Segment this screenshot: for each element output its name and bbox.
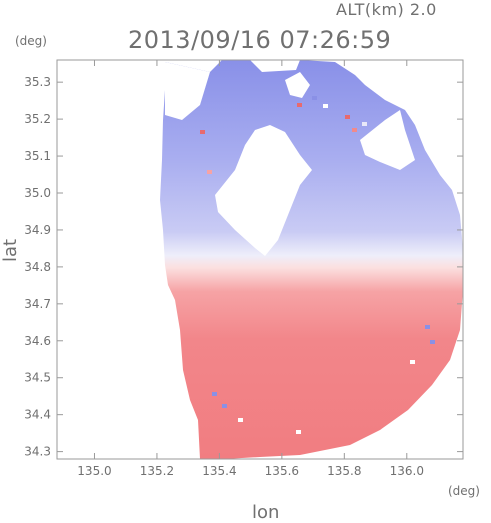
echo-speckle [410,360,415,364]
no-echo-region [360,110,415,170]
echo-speckle [238,418,243,422]
x-tick-label: 135.0 [77,464,111,478]
radar-coverage [160,60,463,459]
y-tick-label: 35.1 [24,149,51,163]
no-echo-region [165,62,210,120]
y-tick-label: 34.7 [24,297,51,311]
x-tick-label: 135.2 [140,464,174,478]
y-tick-label: 34.5 [24,371,51,385]
x-unit-label: (deg) [448,484,480,498]
x-axis-label: lon [252,502,280,523]
echo-speckle [352,128,357,132]
y-tick-label: 35.2 [24,112,51,126]
echo-speckle [362,122,367,126]
echo-speckle [425,325,430,329]
y-tick-label: 34.6 [24,334,51,348]
chart-title: 2013/09/16 07:26:59 [128,26,392,54]
plot-frame [56,59,464,460]
echo-speckle [222,404,227,408]
no-echo-region [250,60,300,72]
y-tick-label: 35.3 [24,75,51,89]
y-tick-label: 35.0 [24,186,51,200]
y-tick-label: 34.3 [24,445,51,459]
y-unit-label: (deg) [15,34,47,48]
echo-speckle [430,340,435,344]
echo-speckle [312,96,317,100]
echo-speckle [212,392,217,396]
y-tick-label: 34.8 [24,260,51,274]
echo-speckle [323,104,328,108]
y-tick-label: 34.9 [24,223,51,237]
y-tick-label: 34.4 [24,408,51,422]
x-tick-label: 135.6 [265,464,299,478]
chart-subtitle: ALT(km) 2.0 [336,0,437,19]
echo-speckle [297,103,302,107]
x-tick-label: 136.0 [390,464,424,478]
x-tick-label: 135.4 [202,464,236,478]
no-echo-region [285,72,310,98]
echo-speckle [345,115,350,119]
echo-speckle [200,130,205,134]
no-echo-region [215,125,312,256]
x-tick-label: 135.8 [327,464,361,478]
echo-speckle [207,170,212,174]
echo-speckle [296,430,301,434]
